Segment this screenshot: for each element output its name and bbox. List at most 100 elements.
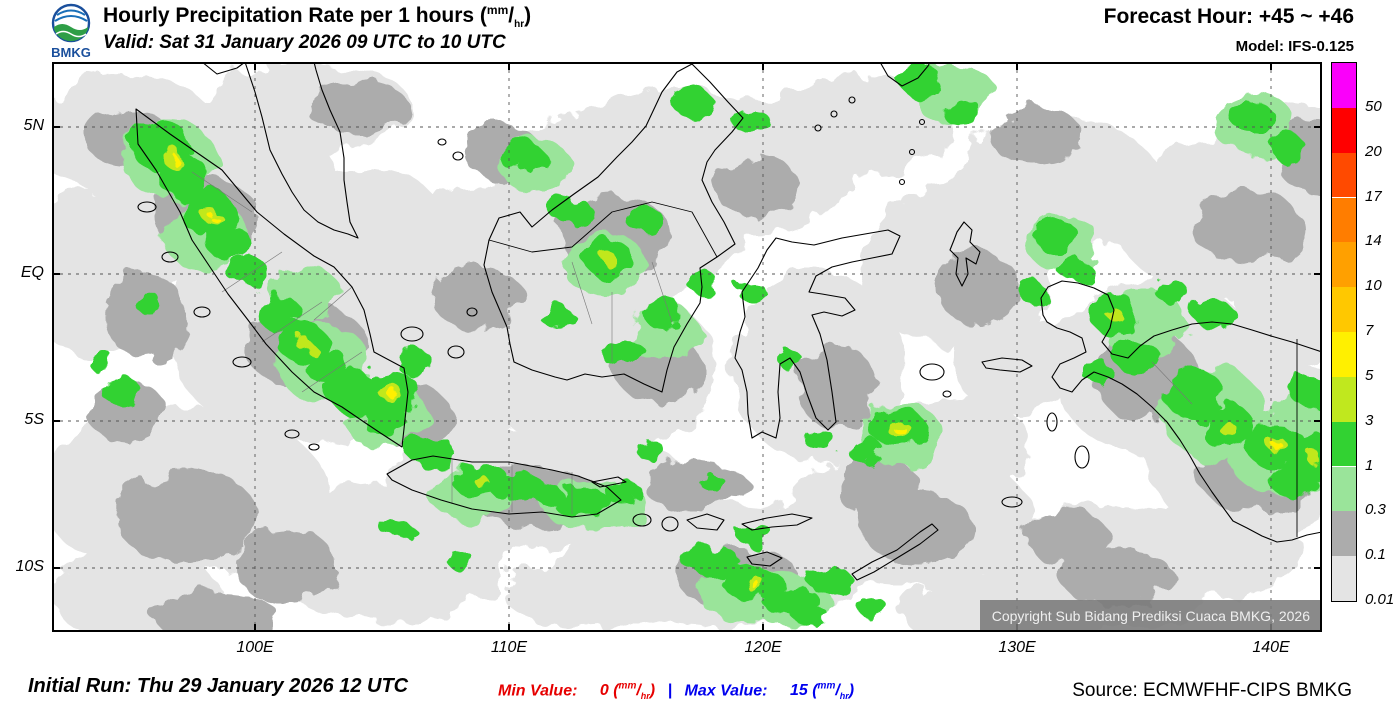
min-label: Min Value:	[498, 682, 578, 700]
precip-blob	[305, 81, 409, 133]
legend-value: 17	[1365, 187, 1382, 205]
precip-blob	[1162, 367, 1222, 417]
forecast-hour-label: Forecast Hour: +45 ~ +46	[1103, 5, 1354, 28]
precip-blob	[388, 391, 400, 399]
max-unit: (mm/hr)	[812, 681, 855, 702]
precip-blob	[762, 77, 952, 177]
precip-blob	[272, 167, 442, 267]
min-value: 0	[599, 682, 614, 700]
precip-blob	[893, 425, 905, 433]
precip-blob	[296, 338, 312, 350]
precip-blob	[810, 568, 854, 596]
lat-label: EQ	[20, 264, 44, 281]
precip-level-6	[169, 155, 1288, 590]
precip-blob	[502, 557, 662, 627]
precip-blob	[431, 265, 523, 329]
precip-blob	[88, 352, 116, 372]
precip-blob	[797, 345, 877, 429]
legend-value: 50	[1365, 97, 1382, 115]
page-title: Hourly Precipitation Rate per 1 hours (m…	[103, 3, 531, 30]
precip-blob	[1307, 453, 1322, 465]
precip-blob	[504, 478, 560, 506]
precip-blob	[552, 487, 612, 517]
bmkg-logo-icon: BMKG	[51, 3, 91, 60]
legend-value: 10	[1365, 277, 1382, 295]
precip-blob	[1288, 437, 1322, 477]
lon-label: 140E	[1252, 639, 1290, 656]
legend-value: 3	[1365, 411, 1374, 429]
legend-cell	[1332, 107, 1356, 153]
legend-cell	[1332, 511, 1356, 557]
legend-value: 20	[1365, 142, 1382, 160]
bmkg-logo: BMKG	[44, 2, 98, 60]
precip-blob	[448, 553, 476, 571]
precip-blob	[327, 372, 377, 412]
precip-blob	[1219, 423, 1237, 435]
precip-blob	[952, 312, 1072, 412]
precip-blob	[602, 480, 642, 504]
precip-blob	[991, 107, 1083, 167]
lon-label: 130E	[998, 639, 1036, 656]
max-label: Max Value:	[684, 682, 768, 700]
legend-value: 0.1	[1365, 546, 1386, 564]
precip-blob	[600, 252, 616, 264]
lon-label: 120E	[744, 639, 782, 656]
precip-level-4	[88, 67, 1322, 627]
gridlines	[52, 62, 1322, 632]
precip-blob	[857, 597, 887, 617]
legend-cell	[1332, 197, 1356, 243]
precip-blob	[780, 352, 804, 372]
precip-blob	[1230, 102, 1274, 132]
coastlines	[135, 62, 1322, 581]
precip-blob	[942, 98, 982, 126]
precip-blob	[552, 197, 592, 227]
precip-blob	[700, 473, 724, 491]
legend-value: 5	[1365, 366, 1374, 384]
max-value: 15	[789, 682, 813, 700]
precip-blob	[629, 208, 665, 236]
precip-blob	[1191, 191, 1303, 263]
precip-blob	[734, 109, 770, 135]
precip-blob	[807, 431, 837, 453]
minmax-separator: |	[667, 682, 673, 700]
precip-blob	[102, 378, 142, 406]
lat-label: 5S	[24, 411, 44, 428]
precip-blob	[1082, 360, 1112, 384]
lon-label: 100E	[236, 639, 274, 656]
precip-blob	[1270, 467, 1314, 497]
precip-blob	[849, 439, 885, 465]
legend-value: 14	[1365, 232, 1382, 250]
precip-blob	[235, 531, 339, 603]
legend-cell	[1332, 376, 1356, 422]
precip-blob	[1035, 220, 1079, 254]
precip-blob	[753, 584, 763, 590]
precip-blob	[1227, 262, 1322, 362]
source-label: Source: ECMWFHF-CIPS BMKG	[1072, 680, 1352, 701]
precip-blob	[384, 522, 416, 542]
precip-blob	[115, 471, 259, 563]
precip-blob	[500, 141, 544, 173]
legend-cell	[1332, 63, 1356, 108]
precip-blob	[105, 275, 189, 359]
unit-mm-hr: (mm/hr)	[479, 3, 532, 31]
minmax-line: Min Value: 0 (mm/hr) | Max Value: 15 (mm…	[498, 681, 854, 702]
precip-blob	[407, 438, 457, 466]
precipitation-legend: 50 20 17 14 10 7 5 3 1 0.3 0.1 0.01	[1331, 62, 1400, 608]
legend-value: 7	[1365, 322, 1374, 339]
lat-label: 10S	[15, 558, 44, 575]
lat-label: 5N	[23, 117, 44, 134]
precip-blob	[715, 155, 799, 219]
initial-run-label: Initial Run: Thu 29 January 2026 12 UTC	[28, 675, 409, 697]
legend-value: 1	[1365, 456, 1374, 474]
precip-blob	[1278, 447, 1288, 455]
legend-cell	[1332, 466, 1356, 512]
precip-blob	[396, 348, 432, 376]
precip-blob	[1025, 511, 1109, 563]
min-unit: (mm/hr)	[613, 681, 656, 702]
legend-colorbar	[1331, 62, 1357, 602]
legend-cell	[1332, 421, 1356, 467]
precip-blob	[1115, 339, 1159, 375]
lon-label: 110E	[490, 639, 528, 656]
precip-blob	[638, 442, 666, 462]
